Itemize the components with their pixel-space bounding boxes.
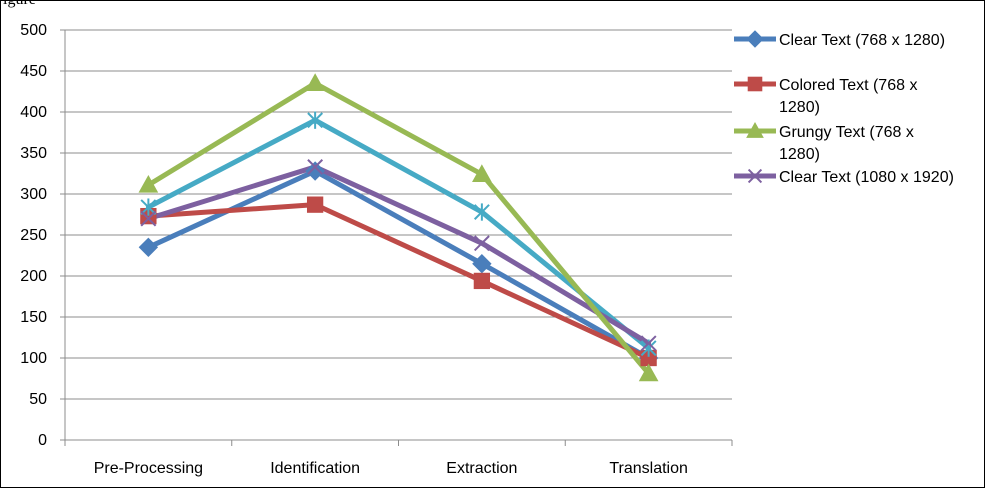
x-tick-label: Identification — [270, 460, 360, 477]
data-point — [638, 363, 659, 382]
y-tick-label: 400 — [20, 104, 47, 121]
data-point — [140, 210, 157, 227]
y-tick-label: 200 — [20, 268, 47, 285]
legend-label: Colored Text (768 x — [779, 77, 917, 94]
y-tick-label: 250 — [20, 227, 47, 244]
series-line — [145, 164, 652, 346]
y-tick-label: 50 — [29, 391, 47, 408]
data-point — [138, 237, 159, 258]
figure-caption-fragment: igure — [3, 0, 36, 9]
legend-marker — [746, 30, 764, 48]
y-tick-label: 300 — [20, 186, 47, 203]
data-point — [305, 73, 325, 91]
y-tick-label: 500 — [20, 22, 47, 39]
series-line — [145, 117, 652, 351]
data-point — [305, 161, 325, 181]
legend-label: 1280) — [779, 99, 820, 116]
y-tick-label: 100 — [20, 350, 47, 367]
y-tick-label: 350 — [20, 145, 47, 162]
legend-label: 1280) — [779, 146, 820, 163]
x-tick-label: Pre-Processing — [94, 460, 203, 477]
data-point — [473, 235, 490, 252]
legend-label: Clear Text (768 x 1280) — [779, 32, 945, 49]
data-point — [306, 196, 324, 213]
y-tick-label: 450 — [20, 63, 47, 80]
data-point — [473, 203, 490, 221]
legend-marker — [747, 76, 763, 92]
series-line — [145, 202, 652, 361]
data-point — [640, 335, 657, 352]
legend-label: Grungy Text (768 x — [779, 124, 914, 141]
series-line — [145, 168, 652, 361]
data-point — [472, 164, 492, 183]
data-point — [138, 174, 159, 193]
data-point — [473, 272, 491, 290]
x-tick-label: Translation — [609, 460, 688, 477]
data-point — [472, 253, 492, 274]
legend-marker — [746, 121, 764, 138]
legend-marker — [747, 168, 763, 184]
series-line — [145, 80, 652, 377]
legend-label: Clear Text (1080 x 1920) — [779, 169, 954, 186]
x-tick-label: Extraction — [446, 460, 517, 477]
data-point — [140, 198, 157, 216]
data-point — [307, 111, 324, 129]
data-point — [307, 159, 324, 175]
y-tick-label: 150 — [20, 309, 47, 326]
y-tick-label: 0 — [38, 432, 47, 449]
